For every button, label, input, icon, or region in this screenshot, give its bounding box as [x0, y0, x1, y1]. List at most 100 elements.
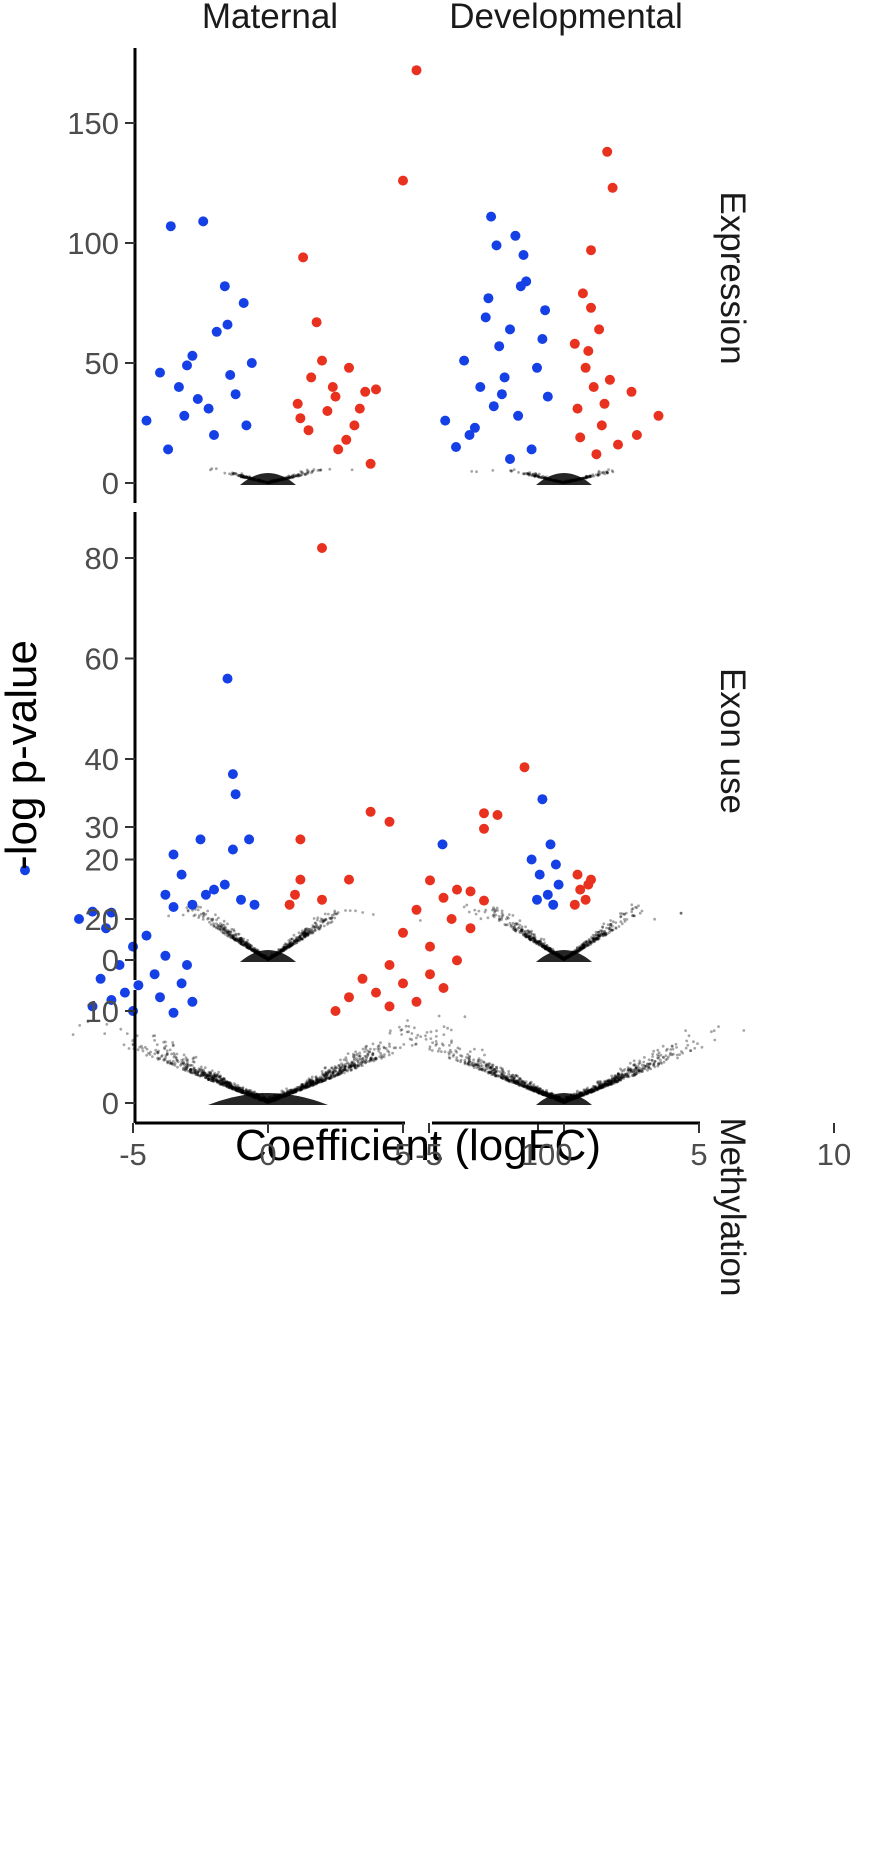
background-point	[283, 948, 287, 951]
data-point	[548, 899, 559, 910]
data-point	[219, 879, 230, 890]
background-point	[597, 930, 600, 934]
data-point	[411, 65, 422, 76]
background-point	[652, 1049, 656, 1053]
background-point	[293, 1089, 296, 1093]
background-point	[287, 946, 290, 949]
background-point	[294, 936, 298, 939]
background-point	[296, 936, 299, 940]
background-point	[601, 925, 604, 929]
background-point	[240, 475, 244, 479]
background-point	[304, 932, 308, 936]
data-point	[505, 324, 515, 335]
background-point	[355, 1057, 358, 1060]
background-point	[237, 474, 241, 477]
background-point	[314, 921, 317, 925]
background-point	[424, 1037, 428, 1041]
background-point	[434, 1035, 438, 1038]
background-point	[365, 1060, 368, 1064]
background-point	[298, 935, 302, 938]
background-point	[535, 474, 538, 478]
background-point	[587, 942, 590, 946]
background-point	[282, 948, 286, 951]
background-point	[522, 472, 526, 476]
background-point	[499, 1066, 503, 1070]
background-point	[314, 924, 318, 928]
data-point	[227, 769, 238, 780]
background-point	[246, 943, 250, 946]
background-point	[525, 472, 529, 475]
background-point	[619, 915, 622, 919]
background-point	[253, 948, 256, 952]
background-point	[225, 931, 229, 935]
background-point	[236, 474, 240, 478]
background-point	[303, 935, 307, 939]
background-point	[288, 945, 292, 949]
background-point	[505, 1078, 509, 1082]
background-point	[470, 1061, 473, 1064]
background-point	[225, 930, 229, 934]
background-point	[522, 934, 526, 937]
background-point	[497, 1074, 501, 1078]
background-point	[211, 917, 215, 921]
data-point	[575, 432, 586, 443]
background-point	[374, 1057, 378, 1061]
data-point	[160, 950, 171, 961]
data-point	[596, 420, 607, 431]
background-point	[468, 1050, 472, 1053]
background-point	[642, 1064, 646, 1067]
background-point	[318, 926, 322, 930]
background-point	[182, 1061, 185, 1065]
background-point	[244, 942, 248, 945]
background-point	[288, 942, 292, 945]
background-point	[630, 1074, 634, 1077]
background-point	[238, 939, 242, 942]
background-point	[252, 949, 256, 953]
background-point	[678, 1053, 681, 1056]
background-point	[242, 474, 246, 478]
background-point	[526, 472, 529, 475]
data-point	[480, 312, 491, 323]
background-point	[241, 1089, 245, 1093]
background-point	[233, 472, 236, 475]
background-point	[222, 923, 226, 927]
background-point	[289, 944, 293, 947]
background-point	[580, 1092, 583, 1096]
background-point	[230, 473, 233, 476]
background-point	[408, 1037, 412, 1041]
background-point	[238, 941, 241, 944]
background-point	[292, 933, 296, 937]
background-point	[579, 946, 582, 950]
background-point	[288, 942, 291, 946]
background-point	[220, 929, 223, 933]
background-point	[320, 1070, 324, 1073]
background-point	[71, 1033, 75, 1036]
background-point	[239, 940, 243, 943]
background-point	[245, 476, 249, 479]
background-point	[583, 476, 587, 480]
background-point	[246, 476, 249, 479]
background-point	[240, 940, 244, 943]
data-point	[244, 834, 255, 845]
up-regulated-points	[569, 869, 596, 910]
background-point	[307, 930, 310, 934]
background-point	[638, 1061, 642, 1065]
background-point	[285, 945, 289, 949]
background-point	[155, 1043, 159, 1046]
data-point	[192, 394, 203, 404]
background-point	[322, 1074, 325, 1077]
background-point	[600, 1086, 604, 1090]
data-point	[499, 372, 510, 383]
background-point	[240, 940, 244, 943]
background-point	[442, 1033, 446, 1036]
background-point	[240, 937, 244, 940]
background-point	[151, 1055, 154, 1058]
background-point	[448, 1056, 452, 1060]
background-point	[166, 1061, 170, 1065]
background-point	[233, 938, 236, 942]
data-point	[607, 182, 618, 193]
background-point	[584, 474, 588, 478]
background-point	[231, 472, 235, 476]
column-label-developmental: Developmental	[449, 0, 682, 36]
background-point	[279, 949, 283, 953]
